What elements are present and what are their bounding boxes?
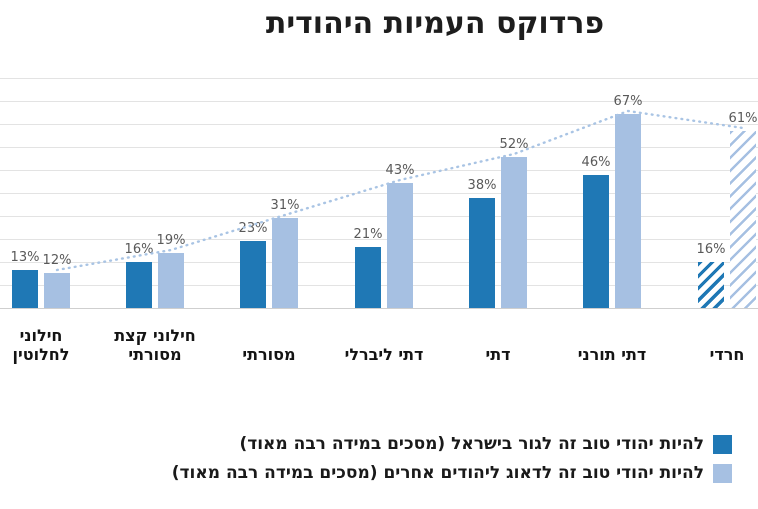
bar-dark-5 (583, 175, 609, 308)
legend-label: להיות יהודי טוב זה לגור בישראל (מסכים במ… (239, 434, 704, 454)
legend-swatch-light-blue (713, 463, 732, 483)
category-label-line: חרדי (709, 345, 745, 365)
legend-item: להיות יהודי טוב זה לדאוג ליהודים אחרים (… (172, 463, 732, 483)
category-label-line: דתי תורני (577, 345, 647, 365)
category-label: חילוני לחלוטין (0, 315, 100, 365)
gridline (0, 193, 758, 194)
legend-swatch-dark-blue (713, 434, 732, 454)
value-label: 61% (728, 111, 758, 126)
bar-light-0 (44, 273, 70, 308)
bar-dark-6-hatched (698, 262, 724, 308)
page-title: פרדוקס העמיות היהודית (265, 6, 605, 41)
gridline (0, 216, 758, 217)
category-label-line: חילוני (19, 325, 63, 345)
bar-light-6-hatched (730, 131, 756, 308)
gridline (0, 101, 758, 102)
bar-dark-3 (355, 247, 381, 308)
category-label: חרדי (668, 315, 758, 365)
category-label-line: דתי ליברלי (344, 345, 424, 365)
gridline (0, 147, 758, 148)
gridline (0, 78, 758, 79)
bar-dark-0 (12, 270, 38, 308)
value-label: 43% (385, 163, 415, 178)
bar-light-3 (387, 183, 413, 308)
category-label: חילוני קצת מסורתי (96, 315, 214, 365)
bar-light-1 (158, 253, 184, 308)
value-label: 21% (353, 227, 383, 242)
value-label: 13% (10, 250, 40, 265)
category-label-line: חילוני קצת (114, 325, 196, 345)
legend: להיות יהודי טוב זה לגור בישראל (מסכים במ… (172, 434, 732, 483)
legend-label: להיות יהודי טוב זה לדאוג ליהודים אחרים (… (171, 463, 704, 483)
bar-dark-2 (240, 241, 266, 308)
value-label: 19% (156, 233, 186, 248)
bar-light-4 (501, 157, 527, 308)
value-label: 67% (613, 94, 643, 109)
value-label: 31% (270, 198, 300, 213)
category-label-line: מסורתי (242, 345, 296, 365)
category-label: דתי (439, 315, 557, 365)
value-label: 52% (499, 137, 529, 152)
category-label: דתי תורני (553, 315, 671, 365)
category-label-line: מסורתי (128, 345, 182, 365)
gridline (0, 124, 758, 125)
value-label: 23% (238, 221, 268, 236)
value-label: 16% (696, 242, 726, 257)
category-label: מסורתי (210, 315, 328, 365)
bar-light-5 (615, 114, 641, 308)
bar-light-2 (272, 218, 298, 308)
category-label: דתי ליברלי (325, 315, 443, 365)
x-axis-line (0, 308, 758, 309)
category-label-line: דתי (485, 345, 511, 365)
legend-item: להיות יהודי טוב זה לגור בישראל (מסכים במ… (172, 434, 732, 454)
bar-dark-4 (469, 198, 495, 308)
value-label: 12% (42, 253, 72, 268)
bar-dark-1 (126, 262, 152, 308)
value-label: 46% (581, 155, 611, 170)
category-label-line: לחלוטין (12, 345, 70, 365)
value-label: 38% (467, 178, 497, 193)
